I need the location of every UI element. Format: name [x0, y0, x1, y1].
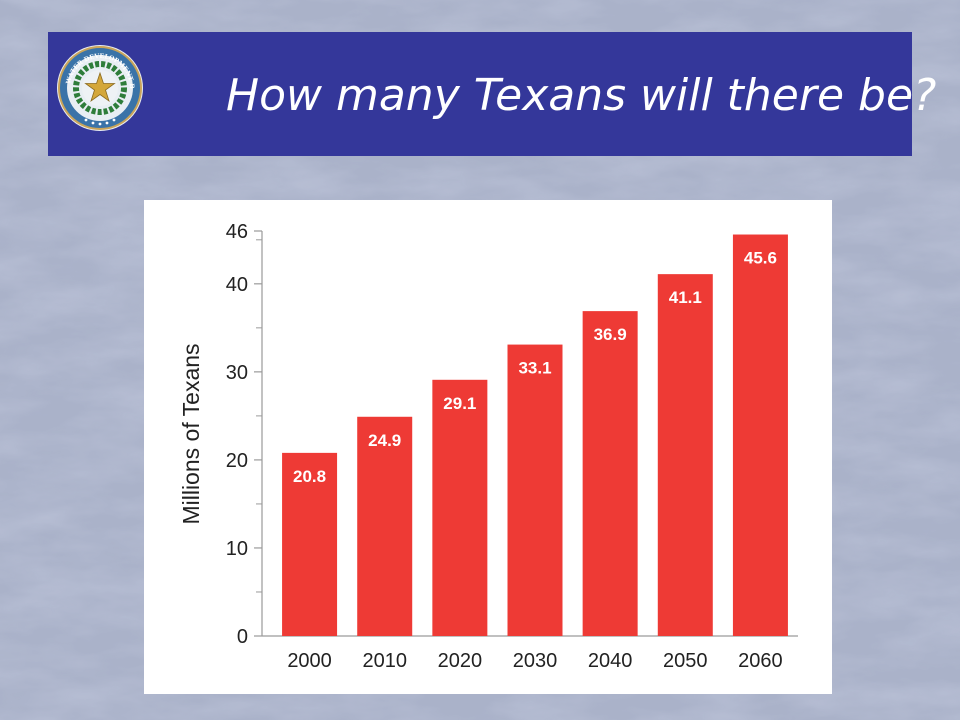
x-tick-label: 2000: [287, 650, 332, 672]
y-tick-label: 40: [226, 274, 248, 296]
bar-value-label: 36.9: [594, 325, 627, 344]
x-tick-label: 2050: [663, 650, 708, 672]
x-tick-label: 2060: [738, 650, 783, 672]
bar: [432, 379, 488, 636]
slide-title: How many Texans will there be?: [226, 70, 937, 121]
y-tick-label: 30: [226, 362, 248, 384]
bar-value-label: 41.1: [669, 288, 702, 307]
texas-water-development-board-seal-icon: TEXAS WATER DEVELOPMENT BOARD: [56, 44, 143, 131]
bar-value-label: 29.1: [443, 394, 476, 413]
bar-value-label: 45.6: [744, 249, 777, 268]
y-tick-label: 10: [226, 538, 248, 560]
y-axis-label: Millions of Texans: [178, 343, 204, 524]
bar: [507, 344, 563, 636]
bar-value-label: 24.9: [368, 431, 401, 450]
bar: [657, 274, 713, 636]
chart-panel: 0 10 20 30 40 46 Millions of Texans 20.8 2000 24.…: [144, 200, 832, 694]
x-tick-label: 2030: [513, 650, 558, 672]
title-banner: TEXAS WATER DEVELOPMENT BOARD How many T…: [48, 32, 936, 156]
bar-value-label: 33.1: [518, 359, 551, 378]
y-tick-label: 46: [226, 221, 248, 243]
bar-value-label: 20.8: [293, 467, 326, 486]
bar: [582, 311, 638, 636]
x-tick-label: 2040: [588, 650, 633, 672]
x-tick-label: 2020: [438, 650, 483, 672]
bar: [357, 416, 413, 636]
x-tick-label: 2010: [362, 650, 407, 672]
bar: [282, 452, 338, 636]
bar: [732, 234, 788, 637]
y-tick-label: 20: [226, 450, 248, 472]
y-tick-label: 0: [237, 626, 248, 648]
